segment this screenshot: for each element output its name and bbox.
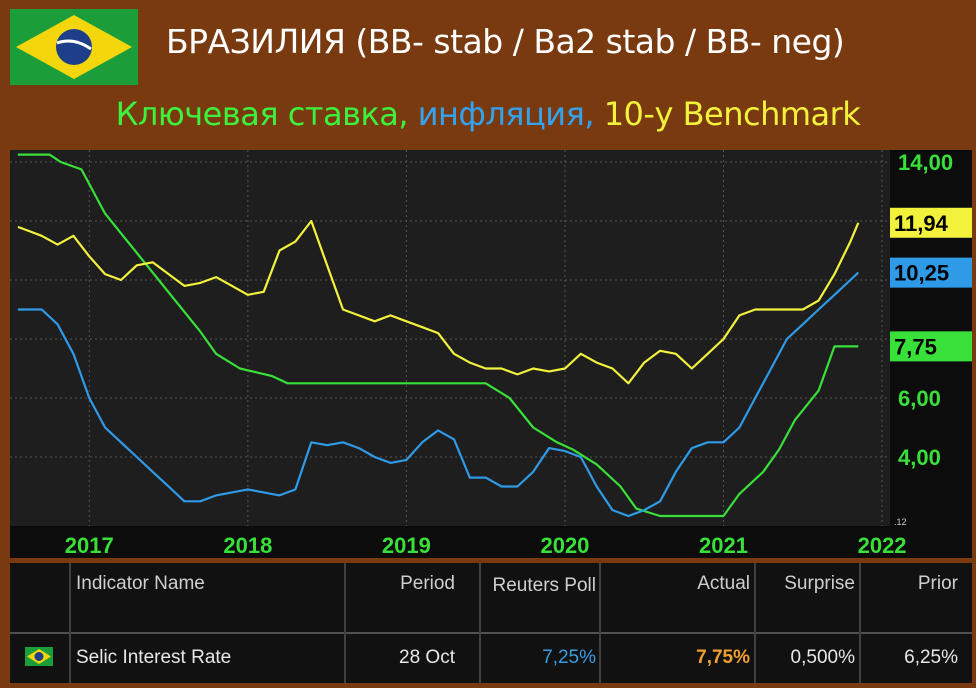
chart-subtitle: Ключевая ставка, инфляция, 10-y Benchmar…: [0, 95, 976, 133]
page-title: БРАЗИЛИЯ (BB- stab / Ba2 stab / BB- neg): [166, 22, 845, 61]
subtitle-benchmark: 10-y Benchmark: [603, 95, 861, 133]
grid: [10, 150, 890, 526]
value-badge: [890, 331, 972, 362]
series-line-3: [17, 271, 860, 518]
x-tick-label: 2017: [65, 533, 114, 558]
series-lines: [17, 153, 860, 518]
y-tick-label: 6,00: [898, 386, 941, 411]
header-period: Period: [400, 573, 455, 594]
header-surprise: Surprise: [784, 573, 855, 594]
value-badge-label: 11,94: [894, 211, 949, 236]
row-surprise: 0,500%: [790, 647, 855, 668]
row-period: 28 Oct: [399, 647, 455, 668]
row-actual: 7,75%: [696, 647, 750, 668]
x-tick-label: 2018: [223, 533, 272, 558]
x-tick-label: 2020: [540, 533, 589, 558]
x-tick-label: 2019: [382, 533, 431, 558]
value-badge: [890, 257, 972, 288]
x-axis-panel: [10, 526, 972, 558]
plot-area: [10, 150, 890, 526]
row-prior: 6,25%: [904, 647, 958, 668]
subtitle-key-rate: Ключевая ставка,: [115, 95, 418, 133]
series-line-2: [17, 219, 860, 385]
brazil-flag-small-icon: [25, 647, 53, 666]
x-tick-label: 2021: [699, 533, 748, 558]
row-reuters-poll: 7,25%: [542, 647, 596, 668]
row-indicator-name: Selic Interest Rate: [76, 647, 232, 668]
table-grid: [10, 563, 972, 683]
header: [0, 0, 976, 88]
value-badges: 11,94 10,25 7,75: [890, 207, 972, 362]
header-indicator-name: Indicator Name: [76, 573, 205, 594]
value-badge-label: 7,75: [894, 334, 937, 359]
value-badge: [890, 207, 972, 238]
series-line-1: [17, 153, 859, 518]
chart: 4,00 6,00 14,00 2017 2018 2019 2020 2021 2022 1…: [10, 150, 972, 558]
x-tick-label: 2022: [858, 533, 907, 558]
value-badge-label: 10,25: [894, 261, 949, 286]
subtitle-inflation: инфляция,: [417, 95, 604, 133]
y-tick-label: 14,00: [898, 150, 953, 175]
header-prior: Prior: [917, 573, 958, 594]
y-tick-labels: 4,00 6,00 14,00: [898, 150, 953, 470]
brazil-flag-icon: [10, 9, 138, 85]
x-tick-labels: 2017 2018 2019 2020 2021 2022: [65, 533, 907, 558]
corner-label: .12: [894, 517, 907, 527]
indicator-table: Indicator Name Period Reuters Poll Actua…: [10, 563, 972, 683]
y-tick-label: 4,00: [898, 445, 941, 470]
header-actual: Actual: [697, 573, 750, 594]
header-reuters-poll: Reuters Poll: [492, 575, 597, 596]
